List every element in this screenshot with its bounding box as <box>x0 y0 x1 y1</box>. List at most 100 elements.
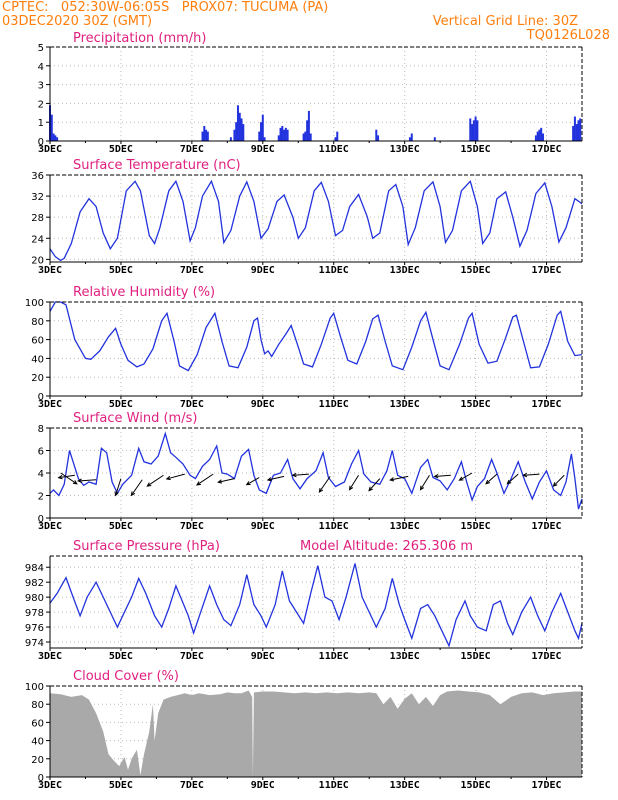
x-tick-label: 15DEC <box>461 780 491 791</box>
header-date-line: 03DEC2020 30Z (GMT) <box>2 14 153 29</box>
x-tick-label: 7DEC <box>180 651 204 662</box>
x-tick-label: 5DEC <box>109 144 133 155</box>
panel-title: Surface Temperature (nC) <box>73 158 241 173</box>
precip-bar <box>201 131 204 141</box>
wind-vector-arrow <box>458 472 473 481</box>
wind-vector-arrow <box>57 474 75 480</box>
wind-vector-arrow <box>433 474 451 479</box>
precip-bar <box>281 125 284 141</box>
panel-2: 20 24 28 32 36 3DEC 5DEC 7DEC 9DEC 11DEC 13DEC 15DE… <box>31 158 583 276</box>
precip-bar <box>572 125 575 141</box>
panel-title: Surface Pressure (hPa) <box>73 539 220 554</box>
x-tick-label: 15DEC <box>461 651 491 662</box>
wind-vector-arrow <box>419 474 430 491</box>
cloud-cover-area <box>50 690 582 777</box>
wind-vector-arrow <box>114 478 122 497</box>
wind-vector-arrow <box>217 478 235 484</box>
x-tick-label: 7DEC <box>180 780 204 791</box>
y-tick-label: 32 <box>31 192 44 203</box>
panel-6: 0 20 40 60 80 100 3DEC 5DEC 7DEC 9DEC 11DEC 13DEC 15… <box>25 669 583 791</box>
wind-vector-arrow <box>60 472 78 485</box>
series-line <box>49 431 583 510</box>
precip-bar <box>304 131 307 141</box>
precip-bar <box>408 137 411 141</box>
x-tick-label: 5DEC <box>109 399 133 410</box>
y-tick-label: 1 <box>38 118 44 129</box>
model-altitude-label: Model Altitude: 265.306 m <box>300 539 473 554</box>
x-tick-label: 5DEC <box>109 651 133 662</box>
y-tick-label: 36 <box>31 171 44 182</box>
precip-bar <box>307 110 310 141</box>
x-tick-label: 3DEC <box>38 265 62 276</box>
wind-vector-arrow <box>245 477 260 486</box>
precip-bar <box>229 137 232 141</box>
precip-bar <box>235 122 238 141</box>
x-tick-label: 13DEC <box>390 521 420 532</box>
x-tick-label: 13DEC <box>390 144 420 155</box>
x-tick-label: 17DEC <box>531 144 561 155</box>
x-tick-label: 15DEC <box>461 521 491 532</box>
y-tick-label: 20 <box>31 373 44 384</box>
x-tick-label: 5DEC <box>109 265 133 276</box>
x-tick-label: 13DEC <box>390 399 420 410</box>
y-tick-label: 4 <box>38 62 44 73</box>
y-tick-label: 0 <box>38 137 44 148</box>
panel-title: Surface Wind (m/s) <box>73 411 197 426</box>
precip-bar <box>579 118 582 141</box>
y-tick-label: 4 <box>38 469 44 480</box>
wind-vector-arrow <box>165 473 185 481</box>
x-tick-label: 3DEC <box>38 399 62 410</box>
precip-bar <box>286 129 289 141</box>
y-tick-label: 2 <box>38 99 44 110</box>
x-tick-label: 11DEC <box>319 651 349 662</box>
wind-vector-arrow <box>389 475 409 482</box>
precip-bar <box>56 137 59 141</box>
precip-bar <box>263 137 266 141</box>
x-tick-label: 3DEC <box>38 521 62 532</box>
wind-vector-arrow <box>291 472 309 478</box>
x-tick-label: 7DEC <box>180 399 204 410</box>
y-tick-label: 40 <box>31 737 44 748</box>
y-tick-label: 0 <box>38 773 44 784</box>
y-tick-label: 5 <box>38 43 44 54</box>
precip-bar <box>336 131 339 141</box>
x-tick-label: 9DEC <box>251 144 275 155</box>
precip-bar <box>242 124 245 141</box>
y-tick-label: 60 <box>31 718 44 729</box>
x-tick-label: 15DEC <box>461 144 491 155</box>
precip-bar <box>474 116 477 141</box>
x-tick-label: 15DEC <box>461 399 491 410</box>
precip-bar <box>50 114 53 141</box>
x-tick-label: 3DEC <box>38 780 62 791</box>
x-tick-label: 3DEC <box>38 144 62 155</box>
precip-bar <box>279 127 282 141</box>
x-tick-label: 9DEC <box>251 265 275 276</box>
x-tick-label: 13DEC <box>390 265 420 276</box>
x-tick-label: 13DEC <box>390 651 420 662</box>
panel-title: Precipitation (mm/h) <box>73 31 206 46</box>
precip-bar <box>536 131 539 141</box>
precip-bar <box>375 129 378 141</box>
precip-bar <box>471 124 474 141</box>
x-tick-label: 11DEC <box>319 399 349 410</box>
precip-bar <box>284 127 287 141</box>
precip-bar <box>309 133 312 141</box>
y-tick-label: 2 <box>38 492 44 503</box>
precip-bar <box>236 105 239 141</box>
wind-vector-arrow <box>130 479 143 497</box>
precip-bar <box>258 131 261 141</box>
precip-bar <box>541 133 544 141</box>
y-tick-label: 24 <box>31 234 44 245</box>
precip-bar <box>410 133 413 141</box>
panel-5: 974 976 978 980 982 984 3DEC 5DEC 7DEC 9DEC 11DEC 1… <box>25 539 583 662</box>
panel-3: 0 20 40 60 80 100 3DEC 5DEC 7DEC 9DEC 11DEC 13DEC 15… <box>25 285 583 410</box>
y-tick-label: 100 <box>25 298 44 309</box>
x-tick-label: 9DEC <box>251 780 275 791</box>
y-tick-label: 20 <box>31 755 44 766</box>
precip-bar <box>377 135 380 141</box>
precip-bar <box>573 116 576 141</box>
y-tick-label: 40 <box>31 354 44 365</box>
x-tick-label: 5DEC <box>109 780 133 791</box>
header-model-code: TQ0126L028 <box>526 28 610 43</box>
